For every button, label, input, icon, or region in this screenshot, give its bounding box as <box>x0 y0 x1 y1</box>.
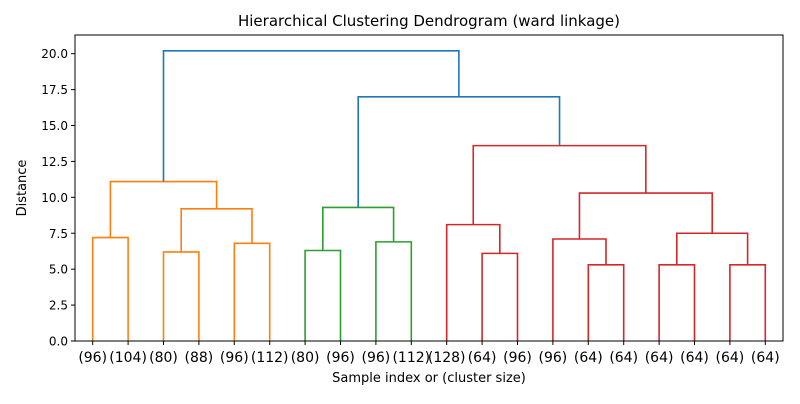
leaf-label: (64) <box>574 350 603 366</box>
axis-ticks: 0.0 2.5 5.0 7.5 10.0 12.5 15.0 17.5 20.0 <box>41 47 75 349</box>
chart-title: Hierarchical Clustering Dendrogram (ward… <box>238 12 620 30</box>
leaf-label: (96) <box>220 350 249 366</box>
dendrogram-link-orange <box>233 242 271 341</box>
dendrogram-link-green <box>322 206 395 251</box>
leaf-label: (88) <box>185 350 214 366</box>
leaf-label: (64) <box>609 350 638 366</box>
dendrogram-link-red <box>658 264 696 341</box>
plot-area-frame <box>74 34 784 342</box>
dendrogram-link-orange <box>180 208 253 252</box>
dendrogram-link-red <box>729 264 767 341</box>
dendrogram-link-red <box>587 264 625 341</box>
dendrogram-link-red <box>472 144 647 225</box>
leaf-label: (64) <box>680 350 709 366</box>
leaf-label: (80) <box>149 350 178 366</box>
leaf-label: (64) <box>645 350 674 366</box>
leaf-label: (64) <box>751 350 780 366</box>
dendrogram-link-link <box>357 95 561 208</box>
leaf-label: (96) <box>503 350 532 366</box>
y-tick-label: 15.0 <box>41 119 68 133</box>
leaf-label: (96) <box>326 350 355 366</box>
dendrogram-link-red <box>552 238 607 341</box>
leaf-labels: (96) (104) (80) (88) (96) (112) (80) (96) (96) (1… <box>78 341 780 366</box>
leaf-label: (64) <box>468 350 497 366</box>
dendrogram-link-red <box>445 223 501 341</box>
y-tick-label: 2.5 <box>49 299 68 313</box>
leaf-label: (96) <box>362 350 391 366</box>
dendrogram-link-orange <box>91 236 129 341</box>
y-tick-label: 20.0 <box>41 47 68 61</box>
dendrogram-links <box>91 50 767 341</box>
dendrogram-link-link <box>162 50 460 182</box>
dendrogram-link-green <box>304 249 342 341</box>
dendrogram-link-green <box>375 241 413 341</box>
leaf-label: (80) <box>291 350 320 366</box>
leaf-label: (112) <box>251 350 289 366</box>
dendrogram-link-red <box>578 192 713 239</box>
leaf-label: (104) <box>109 350 147 366</box>
dendrogram-link-orange <box>162 251 200 341</box>
dendrogram-link-red <box>481 252 519 341</box>
leaf-label: (64) <box>716 350 745 366</box>
leaf-label: (96) <box>78 350 107 366</box>
y-tick-label: 12.5 <box>41 155 68 169</box>
dendrogram-link-red <box>676 232 749 265</box>
y-tick-label: 17.5 <box>41 83 68 97</box>
y-tick-label: 10.0 <box>41 191 68 205</box>
y-tick-label: 5.0 <box>49 263 68 277</box>
x-axis-label: Sample index or (cluster size) <box>332 371 526 386</box>
leaf-label: (128) <box>428 350 466 366</box>
y-tick-label: 0.0 <box>49 335 68 349</box>
y-tick-label: 7.5 <box>49 227 68 241</box>
leaf-label: (112) <box>392 350 430 366</box>
leaf-label: (96) <box>539 350 568 366</box>
y-axis-label: Distance <box>15 160 30 217</box>
